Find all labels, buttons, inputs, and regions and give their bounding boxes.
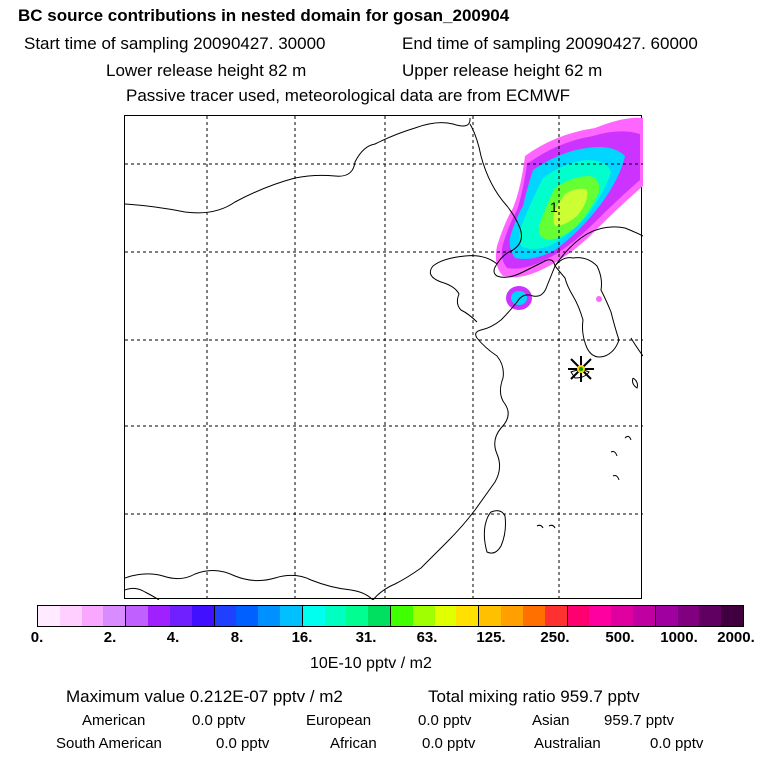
region-south-american-name: South American — [56, 735, 162, 752]
receptor-star-marker — [568, 356, 594, 382]
colorbar-segment — [169, 606, 192, 626]
region-european-name: European — [306, 712, 372, 729]
map-canvas: 1 — [125, 116, 643, 600]
colorbar-tick-11: 2000. — [717, 629, 755, 646]
colorbar-segment — [589, 606, 612, 626]
colorbar-tick-8: 250. — [540, 629, 570, 646]
region-asian-name: Asian — [532, 712, 570, 729]
japan-islands — [610, 435, 632, 481]
colorbar-tick-3: 8. — [230, 629, 244, 646]
colorbar-segment — [721, 606, 743, 626]
region-australian-value: 0.0 pptv — [650, 735, 704, 752]
coast-north-china — [475, 249, 556, 339]
colorbar-segment — [125, 606, 149, 626]
contour-label: 1 — [550, 199, 558, 215]
colorbar-segment — [677, 606, 700, 626]
colorbar-tick-5: 31. — [355, 629, 377, 646]
colorbar-segment — [103, 606, 126, 626]
colorbar-segment — [279, 606, 302, 626]
colorbar-segment — [478, 606, 502, 626]
hainan-coast — [125, 587, 160, 600]
colorbar-unit: 10E-10 pptv / m2 — [310, 655, 432, 672]
upper-release-height: Upper release height 62 m — [402, 61, 603, 80]
colorbar-segment — [632, 606, 655, 626]
colorbar-segment — [346, 606, 369, 626]
colorbar-segment — [213, 606, 237, 626]
colorbar-segment — [258, 606, 280, 626]
border-china-east — [469, 123, 522, 251]
region-australian-name: Australian — [534, 735, 601, 752]
colorbar-segment — [81, 606, 104, 626]
graticule — [125, 116, 643, 600]
colorbar-segment — [148, 606, 170, 626]
plume-blob-core — [511, 291, 527, 305]
colorbar-segment — [236, 606, 259, 626]
taiwan-island — [483, 510, 506, 554]
region-african-value: 0.0 pptv — [422, 735, 476, 752]
colorbar-segment — [654, 606, 678, 626]
colorbar-segment — [390, 606, 413, 626]
korea-north-border — [554, 226, 643, 267]
region-south-american-value: 0.0 pptv — [216, 735, 270, 752]
end-time-label: End time of sampling 20090427. 60000 — [402, 34, 698, 53]
colorbar-segment — [611, 606, 633, 626]
colorbar-tick-9: 500. — [605, 629, 635, 646]
region-african-name: African — [330, 735, 377, 752]
colorbar-tick-10: 1000. — [660, 629, 698, 646]
max-value-label: Maximum value 0.212E-07 pptv / m2 — [66, 687, 343, 706]
colorbar-segment — [412, 606, 435, 626]
plot-title: BC source contributions in nested domain… — [18, 6, 510, 25]
region-american-value: 0.0 pptv — [192, 712, 246, 729]
colorbar-tick-4: 16. — [291, 629, 313, 646]
colorbar-tick-6: 63. — [416, 629, 438, 646]
coast-east-china — [372, 337, 509, 600]
region-asian-value: 959.7 pptv — [604, 712, 675, 729]
plume-speck — [596, 296, 602, 302]
region-european-value: 0.0 pptv — [418, 712, 472, 729]
colorbar-segment — [368, 606, 390, 626]
colorbar-segment — [59, 606, 82, 626]
total-mixing-ratio: Total mixing ratio 959.7 pptv — [428, 687, 640, 706]
border-china-south — [125, 570, 374, 600]
bohai-inner — [429, 255, 498, 323]
coastlines — [125, 117, 643, 600]
colorbar-segment — [522, 606, 545, 626]
colorbar-segment — [191, 606, 214, 626]
colorbar-segment — [301, 606, 325, 626]
colorbar-segment — [699, 606, 722, 626]
map-panel: 1 — [124, 115, 643, 600]
colorbar-tick-0: 0. — [30, 629, 44, 646]
colorbar-segment — [38, 606, 60, 626]
border-mongolia — [125, 117, 471, 214]
lower-release-height: Lower release height 82 m — [106, 61, 307, 80]
colorbar-segment — [501, 606, 523, 626]
colorbar-tick-7: 125. — [476, 629, 506, 646]
colorbar-segment — [324, 606, 347, 626]
colorbar-segment — [544, 606, 567, 626]
start-time-label: Start time of sampling 20090427. 30000 — [24, 34, 326, 53]
colorbar — [37, 605, 744, 627]
colorbar-segment — [566, 606, 590, 626]
jeju-island — [570, 369, 590, 379]
colorbar-segment — [434, 606, 457, 626]
tracer-note: Passive tracer used, meteorological data… — [126, 86, 571, 105]
region-american-name: American — [82, 712, 146, 729]
korea-peninsula — [554, 257, 620, 358]
plume — [495, 117, 643, 310]
colorbar-tick-2: 4. — [166, 629, 180, 646]
colorbar-tick-1: 2. — [103, 629, 117, 646]
japan-kyushu — [630, 337, 643, 389]
colorbar-segment — [456, 606, 479, 626]
plume-core — [553, 188, 588, 226]
ryukyu-islands — [536, 524, 556, 529]
